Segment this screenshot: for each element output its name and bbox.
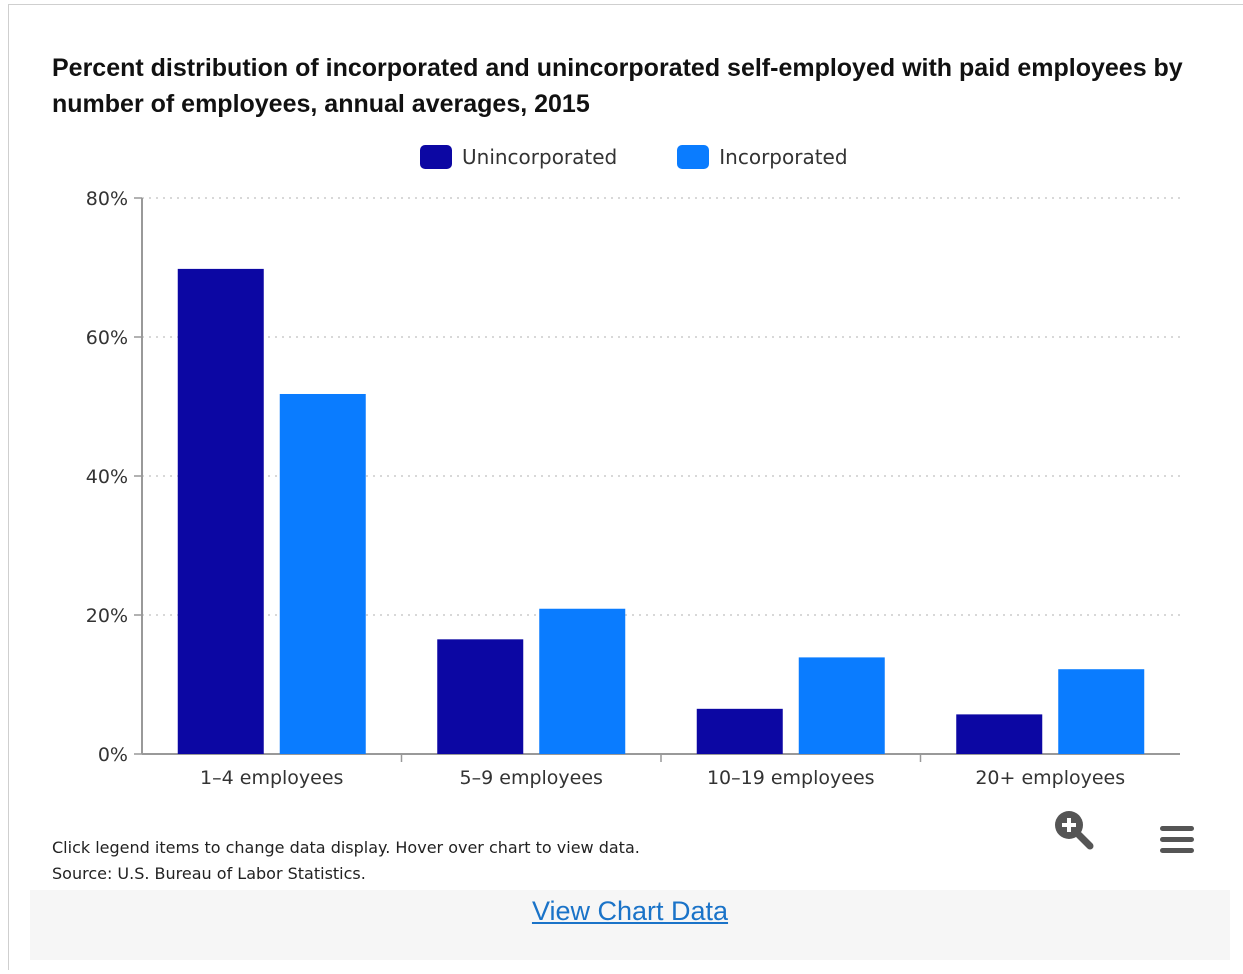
x-tick-label: 5–9 employees <box>460 767 603 789</box>
chart-source-note: Source: U.S. Bureau of Labor Statistics. <box>52 864 366 883</box>
bar-unincorporated[interactable] <box>956 714 1043 754</box>
legend-swatch-incorporated <box>677 145 710 169</box>
bar-incorporated[interactable] <box>539 608 626 754</box>
bar-unincorporated[interactable] <box>696 708 783 754</box>
bar-incorporated[interactable] <box>798 657 885 754</box>
chart-panel: Percent distribution of incorporated and… <box>30 26 1230 960</box>
view-chart-data-link[interactable]: View Chart Data <box>531 896 729 926</box>
hamburger-menu-icon[interactable] <box>1158 826 1198 860</box>
bar-chart-plot[interactable]: 0% 20% 40% 60% 80% 1–4 employees 5–9 employees… <box>30 26 1230 826</box>
x-tick-label: 20+ employees <box>975 767 1125 789</box>
chart-instruction-note: Click legend items to change data displa… <box>52 838 640 857</box>
x-tick-label: 1–4 employees <box>200 767 343 789</box>
chart-container: Percent distribution of incorporated and… <box>30 26 1230 890</box>
legend-item-unincorporated[interactable]: Unincorporated <box>420 145 617 169</box>
menu-bar <box>1160 826 1194 831</box>
y-tick-label: 80% <box>86 188 128 210</box>
menu-bar <box>1160 848 1194 853</box>
zoom-icon[interactable] <box>1052 808 1096 852</box>
y-tick-label: 60% <box>86 327 128 349</box>
legend-label-incorporated: Incorporated <box>719 145 848 169</box>
legend-label-unincorporated: Unincorporated <box>462 145 618 169</box>
page-frame <box>8 4 1243 970</box>
bar-incorporated[interactable] <box>1058 669 1145 754</box>
chart-title: Percent distribution of incorporated and… <box>52 54 1183 118</box>
bar-incorporated[interactable] <box>279 393 366 754</box>
bar-unincorporated[interactable] <box>437 639 524 754</box>
legend: Unincorporated Incorporated <box>420 142 908 172</box>
y-tick-label: 0% <box>98 744 128 766</box>
y-tick-label: 40% <box>86 466 128 488</box>
bar-unincorporated[interactable] <box>177 268 264 754</box>
menu-bar <box>1160 837 1194 842</box>
x-tick-label: 10–19 employees <box>707 767 875 789</box>
legend-swatch-unincorporated <box>420 145 452 169</box>
legend-item-incorporated[interactable]: Incorporated <box>677 145 848 169</box>
y-tick-label: 20% <box>86 605 128 627</box>
